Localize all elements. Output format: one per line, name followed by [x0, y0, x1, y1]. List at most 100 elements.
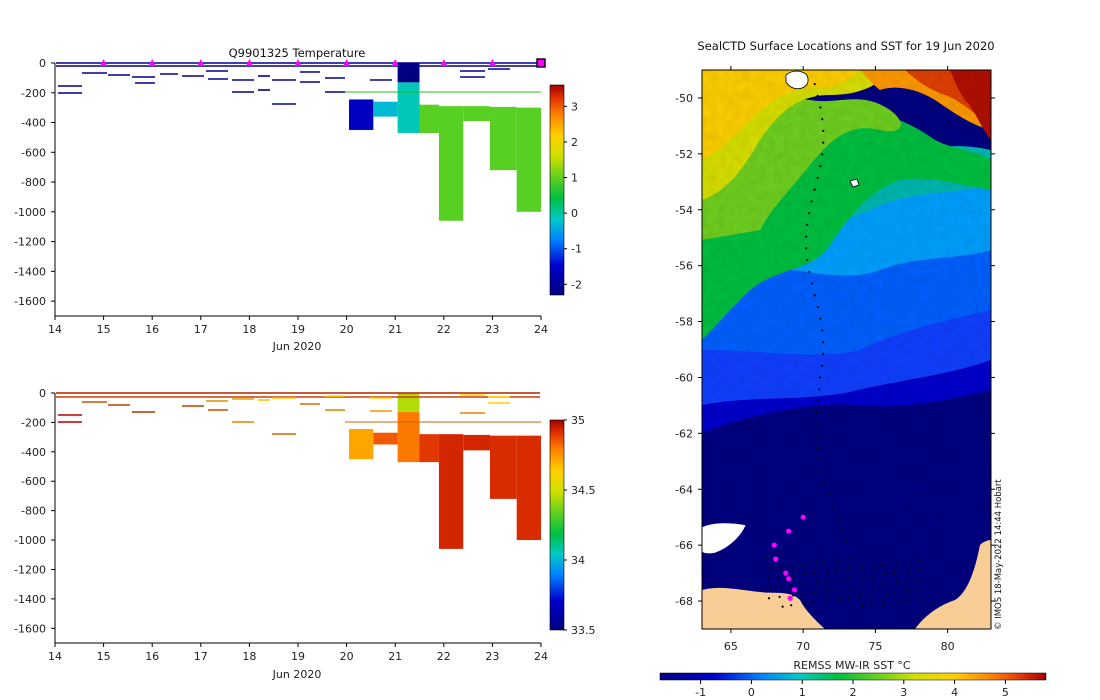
map-y-tick-label: -50 [675, 92, 693, 105]
temperature-colorbar-tick-label: -1 [571, 243, 582, 256]
seal-track-point [907, 590, 910, 593]
seal-track-point [778, 595, 781, 598]
antarctic-land [702, 587, 825, 629]
salinity-x-tick-label: 19 [291, 650, 305, 663]
seal-track-point [813, 572, 816, 575]
seal-track-point [789, 584, 792, 587]
seal-track-point [813, 294, 816, 297]
seal-track-point [820, 470, 823, 473]
temperature-thin-profiles [56, 62, 540, 105]
salinity-y-tick-label: -1000 [14, 534, 46, 547]
salinity-thin-profiles [56, 392, 540, 435]
salinity-colorbar-tick-label: 35 [571, 414, 585, 427]
salinity-y-tick-label: 0 [39, 387, 46, 400]
seal-surface-location [771, 542, 777, 548]
salinity-x-tick-label: 17 [194, 650, 208, 663]
seal-track-point [816, 94, 819, 97]
seal-track-point [905, 599, 908, 603]
seal-track-point [768, 567, 772, 571]
seal-track-point [882, 583, 885, 586]
seal-track-point [769, 587, 773, 590]
seal-track-point [870, 574, 874, 577]
seal-track-point [823, 482, 827, 485]
salinity-y-tick-label: -1400 [14, 593, 46, 606]
temperature-colorbar-tick-label: -2 [571, 278, 582, 291]
seal-track-point [848, 567, 852, 571]
seal-track-point [793, 565, 796, 568]
salinity-x-tick-label: 23 [485, 650, 499, 663]
temperature-x-tick-label: 18 [242, 323, 256, 336]
seal-track-point [845, 540, 848, 543]
seal-track-point [821, 329, 824, 332]
temperature-data-block [397, 63, 420, 83]
map-colorbar-tick-label: 5 [1002, 686, 1009, 699]
map-x-tick-label: 75 [868, 640, 882, 653]
map-x-tick-label: 70 [796, 640, 810, 653]
salinity-colorbar-tick-label: 33.5 [571, 624, 596, 637]
seal-track-point [791, 574, 794, 577]
seal-track-point [823, 560, 826, 564]
seal-surface-location [773, 556, 779, 562]
seal-track-point [906, 570, 909, 573]
seal-track-point [872, 565, 876, 568]
temperature-data-block [397, 82, 420, 133]
salinity-data [349, 393, 541, 549]
seal-track-point [819, 317, 822, 320]
salinity-data-block [516, 435, 541, 541]
temperature-panel: Q9901325 Temperature [14, 46, 582, 353]
map-colorbar-tick-label: 4 [951, 686, 958, 699]
seal-track-point [807, 212, 811, 215]
seal-track-point [850, 558, 854, 561]
seal-track-point [881, 563, 884, 566]
seal-track-point [883, 602, 886, 605]
temperature-profile-marker [197, 59, 205, 66]
sst-field [702, 70, 991, 629]
map-x-tick-label: 65 [724, 640, 738, 653]
temperature-profile-marker [488, 59, 496, 66]
seal-surface-location [791, 587, 798, 593]
sea-ice-edge [702, 522, 747, 554]
map-colorbar-tick-label: -1 [695, 686, 706, 699]
seal-track-point [832, 505, 836, 508]
temperature-x-tick-label: 20 [340, 323, 354, 336]
temperature-y-tick-label: -800 [21, 176, 46, 189]
temperature-colorbar-tick-label: 0 [571, 207, 578, 220]
temperature-profile-marker [294, 59, 302, 66]
temperature-x-tick-label: 22 [437, 323, 451, 336]
salinity-x-tick-label: 20 [340, 650, 354, 663]
temperature-x-tick-label: 19 [291, 323, 305, 336]
salinity-y-tick-label: -600 [21, 475, 46, 488]
temperature-colorbar [549, 84, 565, 296]
map-colorbar-tick-label: 2 [850, 686, 857, 699]
salinity-x-tick-label: 16 [145, 650, 159, 663]
seal-track-point [859, 566, 862, 569]
seal-track-point [816, 176, 819, 179]
salinity-data-block [397, 412, 420, 463]
seal-track-point [860, 585, 863, 589]
salinity-y-tick-label: -1600 [14, 622, 46, 635]
salinity-colorbar-ticks: 35 34.5 34 33.5 [564, 414, 596, 637]
seal-track-point [828, 493, 831, 496]
map-y-tick-label: -60 [675, 371, 693, 384]
map-title: SealCTD Surface Locations and SST for 19… [697, 39, 994, 53]
map-x-tick-label: 80 [941, 640, 955, 653]
seal-track-point [826, 570, 829, 573]
seal-track-point [800, 592, 803, 596]
temperature-y-tick-label: -1600 [14, 295, 46, 308]
seal-track-point [790, 604, 793, 607]
salinity-axes [54, 393, 541, 644]
seal-track-point [815, 446, 818, 449]
salinity-x-tick-label: 18 [242, 650, 256, 663]
seal-track-point [837, 517, 840, 520]
seal-track-point [836, 588, 839, 591]
temperature-y-tick-label: -1200 [14, 236, 46, 249]
map-colorbar-ticks: -1 0 1 2 3 4 5 [695, 680, 1009, 699]
salinity-y-tick-label: -800 [21, 505, 46, 518]
map-y-tick-label: -52 [675, 148, 693, 161]
temperature-profile-marker [391, 59, 399, 66]
seal-track-point [777, 576, 780, 579]
salinity-data-block [438, 434, 464, 549]
seal-track-point [846, 577, 850, 580]
salinity-colorbar-tick-label: 34.5 [571, 484, 596, 497]
